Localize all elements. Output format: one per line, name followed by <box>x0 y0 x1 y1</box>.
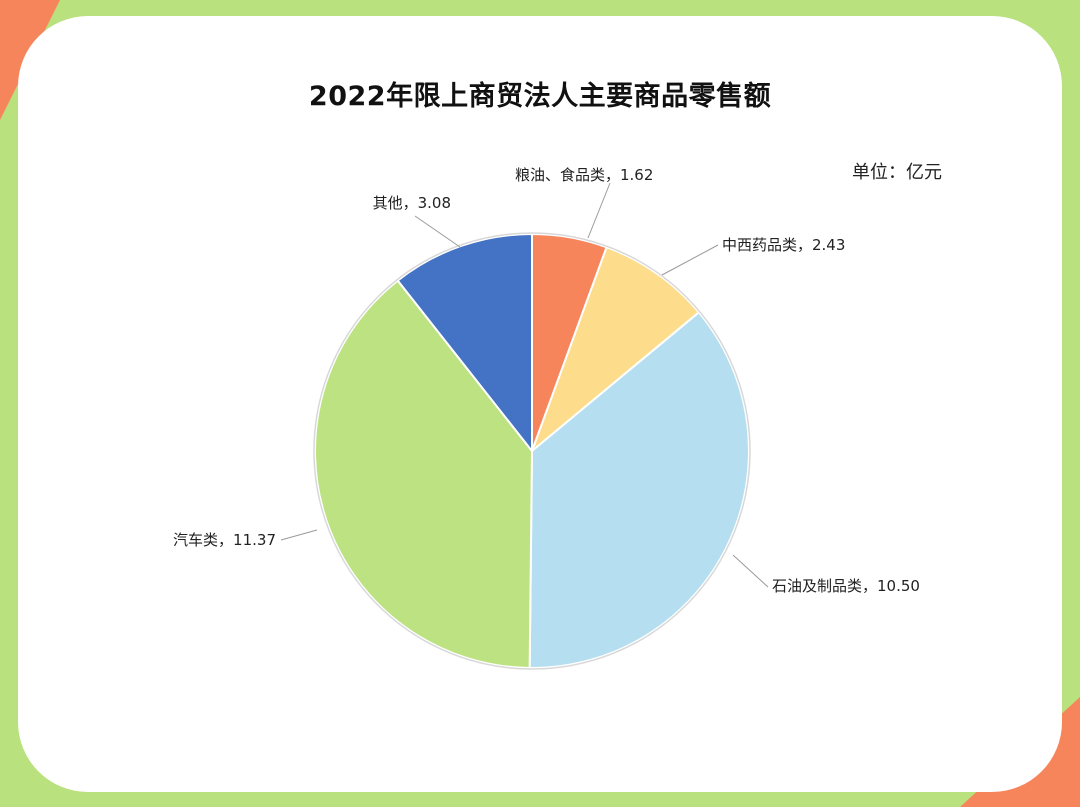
unit-label: 单位：亿元 <box>852 162 942 183</box>
leader-line-2 <box>732 554 769 588</box>
leader-line-0 <box>587 182 611 239</box>
slice-label-1: 中西药品类，2.43 <box>722 236 845 254</box>
slice-label-0: 粮油、食品类，1.62 <box>515 166 653 184</box>
pie-slice-4 <box>396 232 533 454</box>
leader-line-1 <box>661 244 719 276</box>
slice-label-3: 汽车类，11.37 <box>173 531 276 549</box>
pie-slice-3 <box>314 279 534 669</box>
chart-title: 2022年限上商贸法人主要商品零售额 <box>308 81 772 112</box>
leader-line-4 <box>414 215 461 248</box>
slice-label-4: 其他，3.08 <box>373 194 451 212</box>
slice-label-2: 石油及制品类，10.50 <box>772 577 920 595</box>
pie-slice-2 <box>528 310 750 669</box>
leader-line-3 <box>280 529 318 541</box>
pie-slice-1 <box>529 245 701 455</box>
pie-outline <box>313 232 751 670</box>
